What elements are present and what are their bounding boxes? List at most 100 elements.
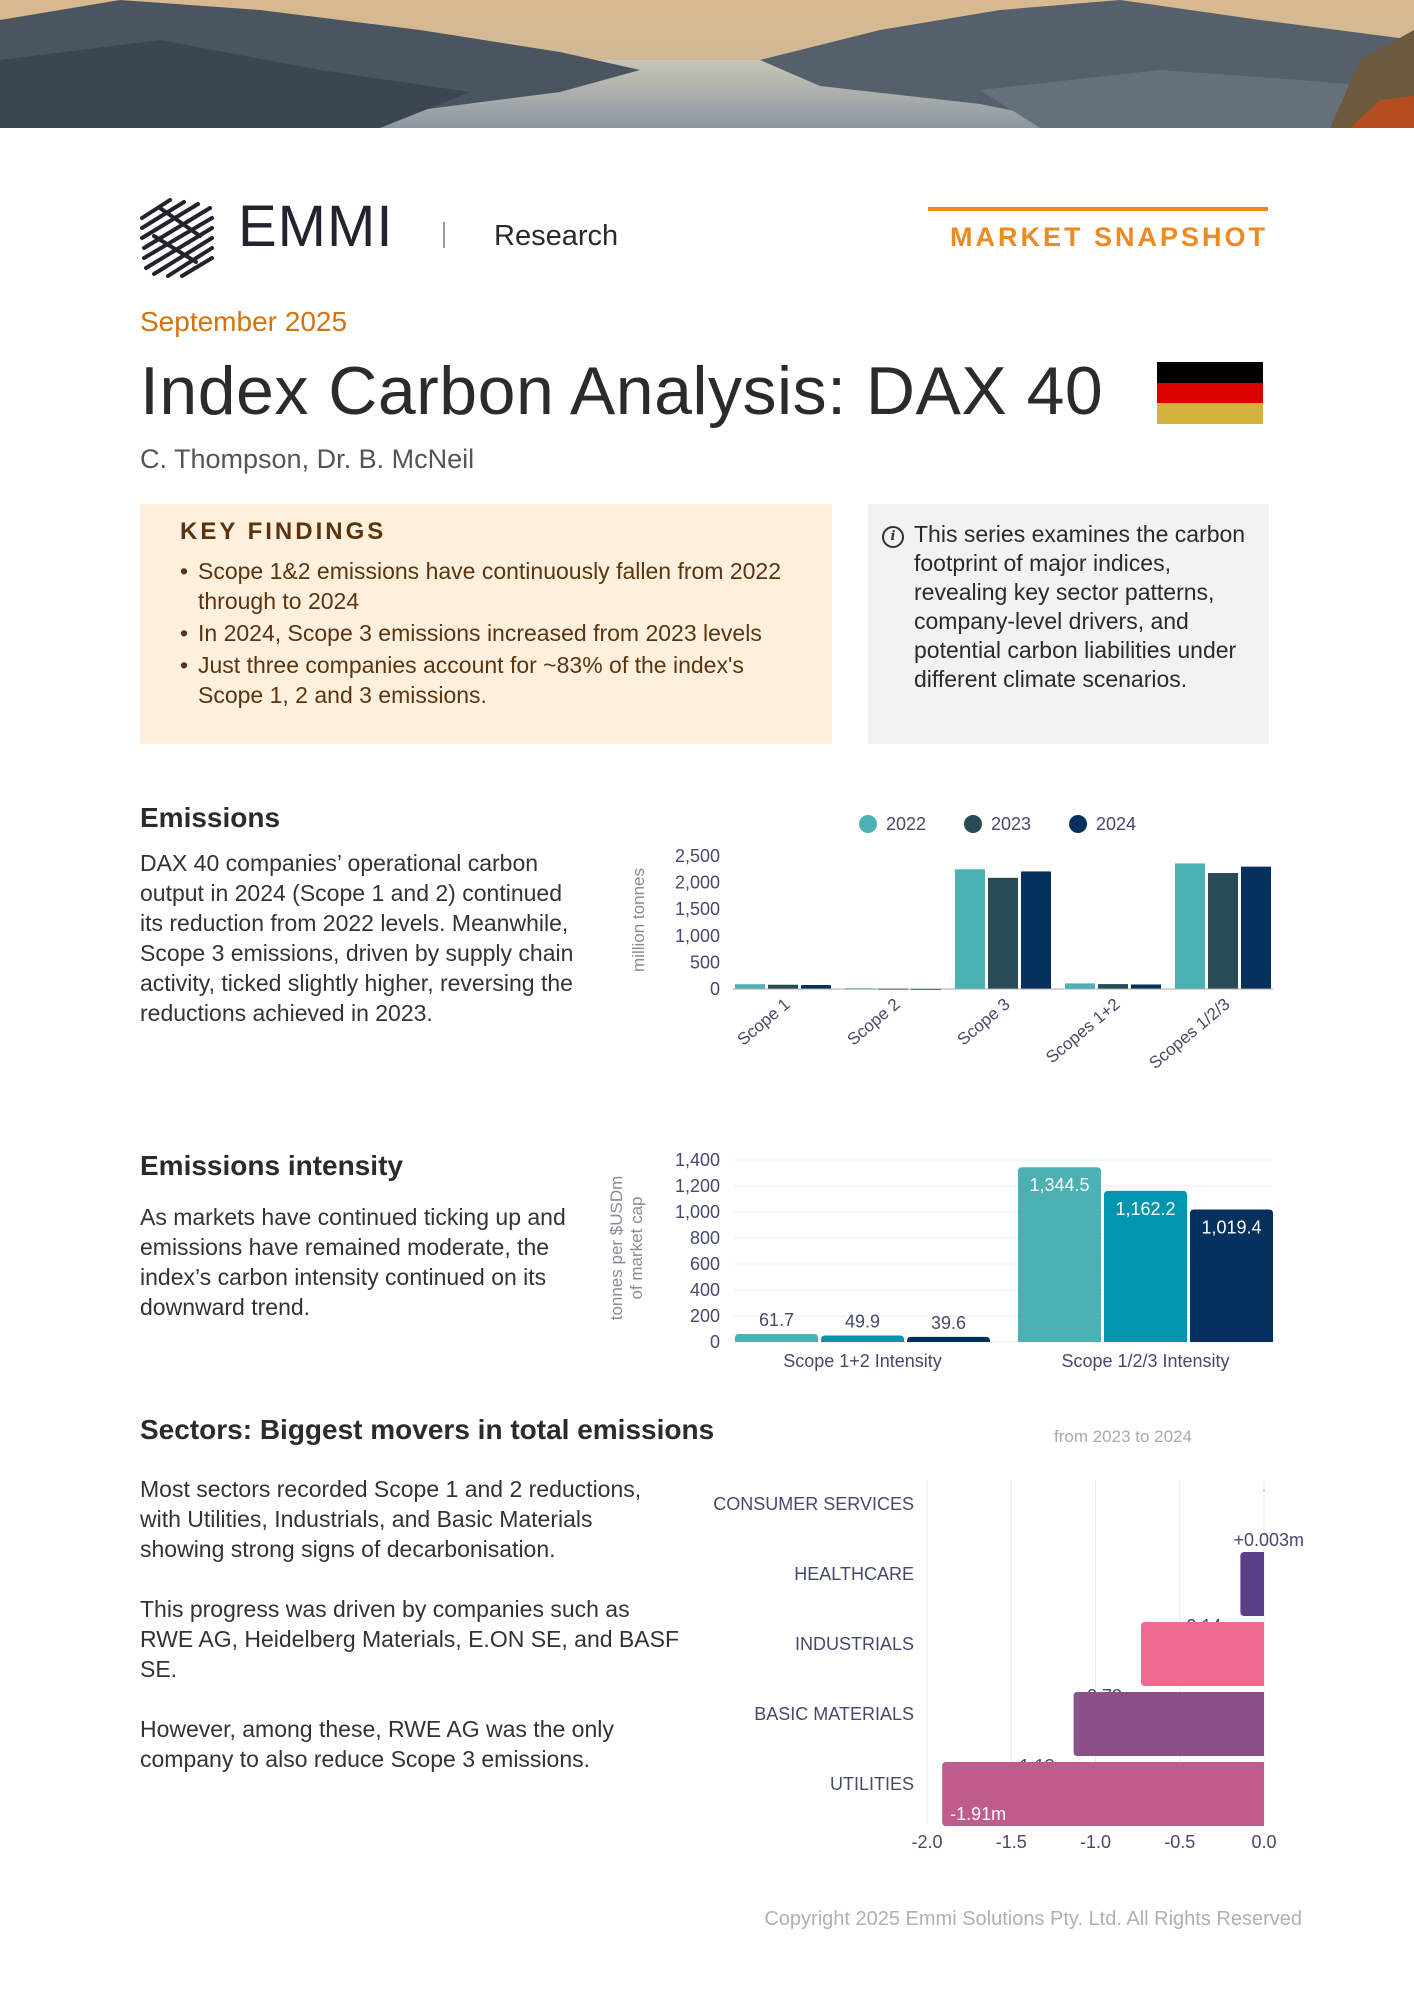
y-tick-label: 400 [690,1280,720,1300]
sectors-heading: Sectors: Biggest movers in total emissio… [140,1414,715,1445]
bar-2024-0 [801,985,831,989]
bar-0-0 [735,1333,818,1342]
x-tick-label: -2.0 [911,1832,942,1852]
sectors-paragraph: This progress was driven by companies su… [140,1596,680,1682]
header-landscape-banner [0,0,1414,128]
x-tick-label: Scope 3 [954,995,1014,1050]
bar-0-1 [821,1335,904,1342]
data-label: -1.91m [950,1804,1006,1824]
x-tick-label: -1.5 [996,1832,1027,1852]
y-tick-label: 1,200 [675,1176,720,1196]
legend-label-2023: 2023 [991,814,1031,834]
list-item: In 2024, Scope 3 emissions increased fro… [180,618,802,648]
list-item: Just three companies account for ~83% of… [180,650,802,710]
bar-1-0 [1018,1167,1101,1342]
y-axis-ticks: 0 200 400 600 800 1,000 1,200 1,400 [675,1150,720,1352]
bar-2024-4 [1241,866,1271,989]
section-label: Research [494,220,619,252]
bar-series [735,863,1271,990]
x-axis-ticks: -2.0 -1.5 -1.0 -0.5 0.0 [911,1832,1276,1852]
y-axis-label-line: tonnes per $USDm [607,1176,626,1321]
y-tick-label: 2,500 [675,846,720,866]
bar-2024-3 [1131,984,1161,989]
data-label: +0.003m [1233,1530,1304,1550]
badge-rule [928,207,1268,211]
x-tick-label: Scope 1 [734,995,794,1050]
sector-bar-2 [1140,1622,1264,1686]
y-tick-label: 600 [690,1254,720,1274]
data-label: 1,344.5 [1029,1175,1089,1195]
data-label: 39.6 [931,1313,966,1333]
category-labels: CONSUMER SERVICES HEALTHCARE INDUSTRIALS BA… [713,1494,914,1794]
page-title: Index Carbon Analysis: DAX 40 [140,353,1104,429]
data-label: 1,162.2 [1115,1199,1175,1219]
bar-2023-2 [988,877,1018,989]
key-findings-list: Scope 1&2 emissions have continuously fa… [180,556,802,710]
publication-date: September 2025 [140,306,348,337]
sectors-text: Most sectors recorded Scope 1 and 2 redu… [140,1474,680,1804]
bar-1-1 [1104,1190,1187,1342]
y-tick-label: 1,000 [675,1202,720,1222]
bar-2022-3 [1065,983,1095,989]
x-axis-ticks: Scope 1 Scope 2 Scope 3 Scopes 1+2 Scopes 1/… [734,995,1234,1073]
category-label: CONSUMER SERVICES [713,1494,914,1514]
copyright-notice: Copyright 2025 Emmi Solutions Pty. Ltd. … [764,1908,1302,1930]
y-tick-label: 1,400 [675,1150,720,1170]
intensity-chart: tonnes per $USDmof market cap 0 200 400 600… [607,1150,1273,1371]
emissions-text: DAX 40 companies’ operational carbon out… [140,850,574,1026]
x-tick-label: Scopes 1/2/3 [1145,995,1233,1073]
y-tick-label: 0 [710,1332,720,1352]
bar-2022-2 [955,869,985,989]
y-tick-label: 500 [690,952,720,972]
y-axis-label-line: of market cap [627,1197,646,1300]
info-icon: i [882,526,904,548]
chart-legend: 2022 2023 2024 [859,814,1136,834]
x-tick-label: Scope 1+2 Intensity [783,1351,942,1371]
bar-2023-3 [1098,984,1128,989]
legend-label-2024: 2024 [1096,814,1136,834]
y-tick-label: 2,000 [675,873,720,893]
germany-flag-icon [1157,362,1263,424]
legend-label-2022: 2022 [886,814,926,834]
sector-movers-chart: from 2023 to 2024 CONSUMER SERVICES HEALT… [713,1427,1304,1852]
y-axis-label: tonnes per $USDmof market cap [607,1176,646,1321]
category-label: HEALTHCARE [794,1564,914,1584]
series-info-box: i This series examines the carbon footpr… [868,504,1269,744]
y-tick-label: 200 [690,1306,720,1326]
intensity-text: As markets have continued ticking up and… [140,1204,566,1320]
emissions-chart: 2022 2023 2024 million tonnes 0 500 1,000 1,5… [629,814,1273,1073]
category-label: INDUSTRIALS [795,1634,914,1654]
y-tick-label: 0 [710,979,720,999]
intensity-heading: Emissions intensity [140,1150,403,1181]
bar-2022-4 [1175,863,1205,989]
bar-series: 61.7 49.9 39.6 1,344.5 1,162.2 1,019.4 [735,1167,1273,1342]
series-info-text: This series examines the carbon footprin… [914,521,1246,692]
x-tick-label: 0.0 [1251,1832,1276,1852]
y-tick-label: 1,500 [675,899,720,919]
data-label: 1,019.4 [1201,1217,1261,1237]
sector-bar-1 [1240,1552,1264,1616]
y-tick-label: 800 [690,1228,720,1248]
x-tick-label: Scopes 1+2 [1042,995,1123,1068]
x-tick-label: -1.0 [1080,1832,1111,1852]
sector-bar-4 [942,1762,1264,1826]
bar-2022-0 [735,984,765,989]
chart-subtitle: from 2023 to 2024 [1054,1427,1192,1446]
list-item: Scope 1&2 emissions have continuously fa… [180,556,802,616]
sectors-paragraph: However, among these, RWE AG was the onl… [140,1716,614,1772]
legend-swatch-2022 [859,815,877,833]
bar-2024-2 [1021,871,1051,989]
legend-swatch-2023 [964,815,982,833]
bar-series: +0.003m-0.14m-0.73m-1.13m-1.91m [942,1490,1304,1826]
bar-0-2 [907,1336,990,1342]
data-label: 49.9 [845,1312,880,1332]
y-axis-ticks: 0 500 1,000 1,500 2,000 2,500 [675,846,720,999]
key-findings-box: KEY FINDINGS Scope 1&2 emissions have co… [140,504,832,744]
y-axis-label: million tonnes [629,868,648,972]
emissions-heading: Emissions [140,802,281,833]
category-label: BASIC MATERIALS [754,1704,914,1724]
authors: C. Thompson, Dr. B. McNeil [140,444,475,474]
brand-name: EMMI [238,194,394,259]
emmi-logo-icon [140,196,214,278]
sector-bar-3 [1073,1692,1264,1756]
